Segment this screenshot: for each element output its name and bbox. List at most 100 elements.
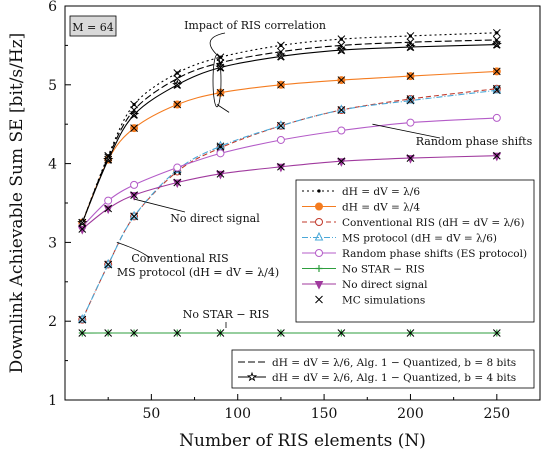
legend-item: dH = dV = λ/4	[302, 202, 420, 214]
data-point	[103, 205, 113, 215]
legend-item: MS protocol (dH = dV = λ/6)	[302, 231, 497, 245]
annotation-ris-correlation: Impact of RIS correlation	[184, 19, 326, 32]
mc-point	[104, 204, 113, 213]
legend-label: dH = dV = λ/6, Alg. 1 − Quantized, b = 4…	[272, 372, 516, 384]
mc-point	[130, 329, 138, 337]
mc-point	[337, 329, 346, 337]
mc-point	[173, 178, 182, 187]
x-tick-label: 150	[311, 406, 338, 422]
data-point	[406, 118, 415, 127]
data-point	[492, 152, 502, 162]
mc-point	[492, 40, 501, 49]
legend-swatch-marker	[315, 295, 323, 304]
y-tick-label: 3	[48, 235, 57, 251]
mc-point	[173, 74, 182, 83]
mc-point	[277, 41, 285, 50]
annotation-ellipse	[212, 54, 222, 108]
legend-item: Conventional RIS (dH = dV = λ/6)	[302, 217, 524, 229]
legend: dH = dV = λ/6 dH = dV = λ/4 Conventional R…	[295, 179, 535, 323]
y-tick-label: 5	[48, 78, 57, 94]
data-point	[77, 226, 87, 235]
mc-point	[216, 53, 225, 62]
mc-point	[492, 86, 501, 95]
mc-point	[337, 46, 346, 54]
legend-item: No STAR − RIS	[302, 264, 425, 276]
legend-swatch-marker	[314, 281, 324, 290]
mc-point	[492, 151, 501, 160]
y-tick-label: 1	[48, 393, 57, 409]
mc-point	[104, 155, 113, 164]
data-point	[337, 104, 346, 114]
mc-point	[492, 28, 501, 37]
legend-swatch-marker	[315, 202, 323, 211]
legend-swatch-marker	[315, 265, 323, 272]
legend-swatch-marker	[317, 189, 321, 193]
legend-box	[295, 179, 535, 323]
data-point	[276, 163, 286, 173]
mc-point	[277, 162, 285, 171]
data-point	[129, 192, 139, 201]
plot-area: 50 100 150 200 250 1 2 3 4 5 6 Number of RIS elemen…	[7, 0, 541, 451]
data-point	[406, 155, 415, 164]
annotation-arrow	[116, 242, 151, 259]
mc-point	[78, 315, 87, 324]
mc-point	[337, 157, 346, 166]
x-tick-label: 50	[142, 406, 160, 422]
data-point	[216, 170, 225, 180]
legend-quantized: dH = dV = λ/6, Alg. 1 − Quantized, b = 8…	[231, 349, 535, 389]
data-point	[492, 113, 501, 122]
legend-swatch-marker	[246, 371, 258, 382]
y-tick-label: 6	[48, 0, 57, 15]
mc-point	[492, 67, 501, 76]
mc-point	[78, 329, 87, 337]
legend-swatch-marker	[315, 218, 323, 226]
legend-swatch-marker	[314, 231, 324, 241]
x-axis-title: Number of RIS elements (N)	[179, 431, 426, 451]
y-tick-label: 2	[48, 314, 57, 330]
mc-point	[277, 52, 285, 61]
mc-point	[104, 260, 113, 269]
annotation-layer: Impact of RIS correlation Random phase sh…	[116, 19, 533, 329]
mc-point	[406, 154, 415, 162]
legend-item: dH = dV = λ/6	[302, 186, 420, 198]
legend-label: MC simulations	[342, 295, 425, 307]
mc-point	[173, 329, 182, 337]
mc-point	[277, 80, 285, 89]
data-point	[129, 210, 139, 220]
data-point	[276, 135, 285, 144]
annotation-no-star: No STAR − RIS	[183, 308, 270, 321]
mc-point	[130, 191, 138, 199]
legend2-item: dH = dV = λ/6, Alg. 1 − Quantized, b = 8…	[238, 357, 516, 369]
annotation-arrow	[372, 123, 441, 139]
mc-point	[492, 329, 501, 337]
mc-point	[78, 225, 87, 233]
annotation-arrow	[133, 198, 186, 213]
legend-label: dH = dV = λ/4	[342, 202, 420, 214]
mc-point	[104, 329, 113, 337]
data-point	[492, 84, 502, 94]
data-point	[337, 158, 346, 167]
mc-point	[406, 32, 415, 40]
x-tick-label: 200	[397, 406, 424, 422]
mc-point	[277, 121, 285, 130]
mc-point	[406, 72, 415, 80]
annotation-arrow	[209, 32, 226, 56]
data-point	[104, 196, 113, 205]
annotation-conventional: Conventional RIS	[131, 252, 228, 265]
data-point	[216, 149, 225, 158]
mc-point	[78, 218, 87, 227]
legend-item: No direct signal	[302, 279, 428, 291]
mc-point	[173, 80, 182, 89]
legend-label: No direct signal	[342, 279, 428, 291]
data-point	[276, 120, 286, 129]
data-point	[77, 314, 87, 323]
series-4	[78, 113, 501, 231]
annotation-ms-protocol: MS protocol (dH = dV = λ/4)	[117, 266, 279, 279]
series-layer	[77, 28, 502, 337]
series-5	[78, 329, 501, 337]
legend2-item: dH = dV = λ/6, Alg. 1 − Quantized, b = 4…	[238, 371, 516, 384]
data-point	[173, 163, 182, 172]
legend2-box	[231, 349, 535, 389]
mc-point	[216, 169, 225, 178]
